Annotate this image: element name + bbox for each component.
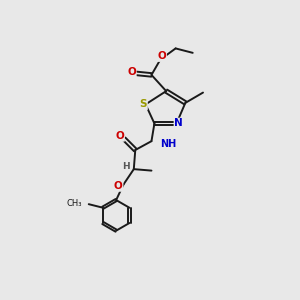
Text: N: N (175, 118, 183, 128)
Text: CH₃: CH₃ (67, 199, 82, 208)
Text: S: S (140, 99, 147, 110)
Text: H: H (122, 162, 129, 171)
Text: O: O (114, 181, 123, 191)
Text: NH: NH (160, 139, 176, 148)
Text: O: O (158, 51, 166, 61)
Text: O: O (127, 67, 136, 77)
Text: O: O (115, 131, 124, 141)
